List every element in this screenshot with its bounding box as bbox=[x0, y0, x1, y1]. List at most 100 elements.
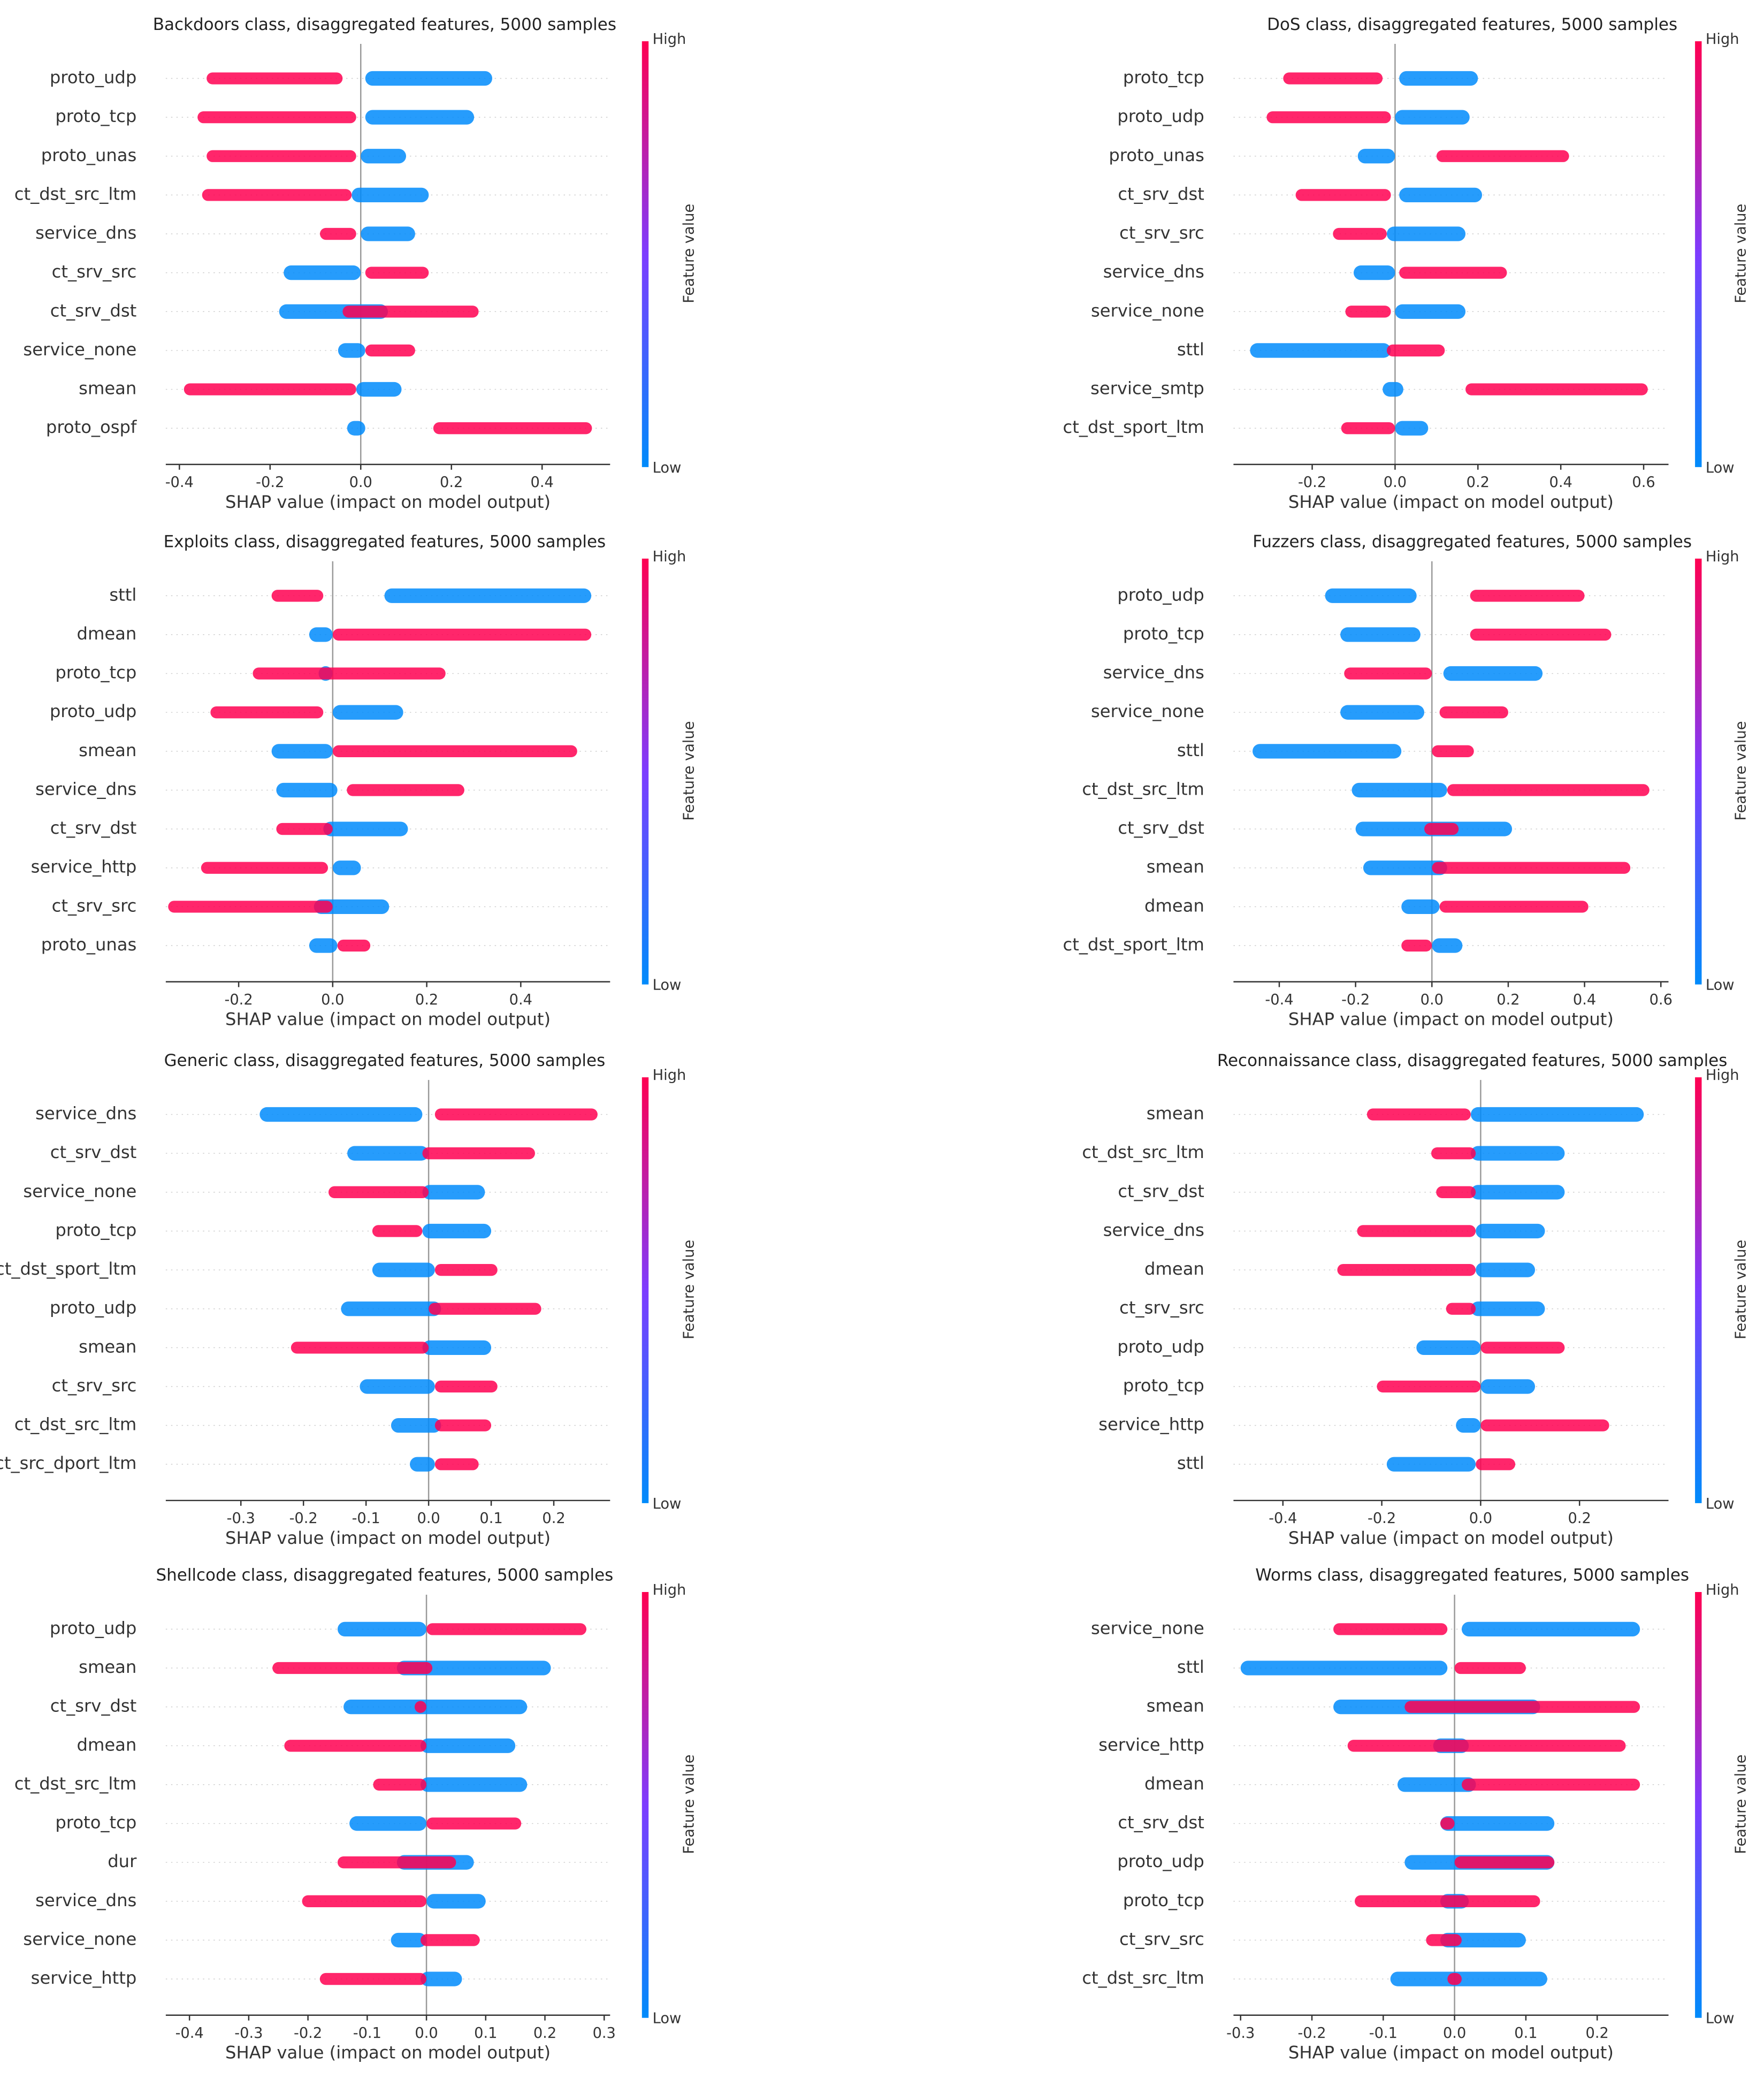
feature-label: ct_srv_dst bbox=[1118, 818, 1204, 838]
shap-spread bbox=[1295, 189, 1391, 201]
shap-spread bbox=[347, 784, 464, 796]
shap-spread bbox=[365, 71, 492, 86]
x-tick-label: -0.4 bbox=[165, 474, 194, 491]
feature-label: proto_udp bbox=[50, 1298, 136, 1318]
x-axis-label: SHAP value (impact on model output) bbox=[225, 1528, 551, 1548]
shap-spread bbox=[1340, 705, 1425, 720]
shap-spread bbox=[1253, 744, 1402, 759]
shap-spread bbox=[426, 1817, 522, 1830]
shap-spread bbox=[337, 1856, 456, 1869]
shap-spread bbox=[372, 1225, 423, 1237]
panel: Worms class, disaggregated features, 500… bbox=[1082, 1566, 1749, 2063]
panel: Generic class, disaggregated features, 5… bbox=[0, 1051, 698, 1548]
feature-label: service_dns bbox=[1103, 1220, 1204, 1240]
shap-spread bbox=[422, 1223, 492, 1239]
feature-label: ct_srv_src bbox=[1119, 223, 1204, 243]
shap-spread bbox=[361, 149, 406, 164]
x-tick-label: 0.4 bbox=[531, 474, 554, 491]
feature-label: dmean bbox=[1144, 895, 1204, 916]
colorbar-label: Feature value bbox=[681, 721, 698, 820]
shap-spread bbox=[1476, 1262, 1536, 1277]
colorbar-high: High bbox=[653, 1582, 686, 1598]
x-tick-label: -0.2 bbox=[1297, 2025, 1326, 2042]
x-tick-label: -0.2 bbox=[1341, 992, 1370, 1008]
shap-spread bbox=[365, 344, 415, 357]
feature-label: service_dns bbox=[35, 1103, 136, 1124]
x-tick-label: 0.0 bbox=[1421, 992, 1444, 1008]
x-tick-label: -0.1 bbox=[352, 1510, 380, 1527]
colorbar bbox=[1695, 1591, 1702, 2018]
shap-spread bbox=[1432, 745, 1474, 757]
shap-spread bbox=[384, 588, 592, 603]
shap-spread bbox=[197, 111, 356, 124]
x-tick-label: -0.1 bbox=[1369, 2025, 1398, 2042]
x-axis-label: SHAP value (impact on model output) bbox=[225, 1009, 551, 1030]
colorbar-high: High bbox=[1706, 1067, 1739, 1084]
colorbar-low: Low bbox=[653, 2011, 682, 2027]
shap-spread bbox=[391, 1418, 441, 1433]
feature-label: service_none bbox=[23, 1929, 136, 1949]
shap-spread bbox=[426, 1623, 587, 1635]
shap-spread bbox=[1454, 1856, 1555, 1869]
colorbar bbox=[642, 1077, 649, 1503]
feature-label: ct_srv_dst bbox=[50, 818, 137, 838]
shap-spread bbox=[1399, 187, 1483, 203]
shap-spread bbox=[1325, 588, 1417, 603]
shap-spread bbox=[352, 187, 429, 203]
shap-spread bbox=[1345, 306, 1391, 318]
feature-label: proto_udp bbox=[1117, 1336, 1204, 1357]
shap-spread bbox=[338, 343, 365, 358]
feature-label: ct_dst_src_ltm bbox=[14, 184, 137, 204]
panel-title: Reconnaissance class, disaggregated feat… bbox=[1217, 1051, 1728, 1070]
shap-spread bbox=[422, 1185, 485, 1200]
colorbar-low: Low bbox=[1706, 1496, 1735, 1512]
x-tick-label: -0.4 bbox=[1265, 992, 1293, 1008]
feature-label: proto_tcp bbox=[55, 662, 136, 683]
shap-spread bbox=[343, 1700, 528, 1715]
shap-spread bbox=[309, 938, 338, 953]
feature-label: service_none bbox=[1091, 300, 1204, 321]
shap-spread bbox=[202, 189, 352, 201]
shap-spread bbox=[1283, 72, 1383, 85]
colorbar-label: Feature value bbox=[1732, 1755, 1749, 1854]
feature-label: smean bbox=[1147, 1696, 1204, 1716]
feature-label: service_dns bbox=[35, 779, 136, 799]
shap-spread bbox=[1432, 938, 1463, 953]
shap-spread bbox=[1347, 1740, 1626, 1752]
colorbar-label: Feature value bbox=[1732, 204, 1749, 303]
shap-spread bbox=[414, 1701, 427, 1713]
feature-label: service_dns bbox=[1103, 262, 1204, 282]
feature-label: proto_unas bbox=[41, 934, 137, 955]
shap-spread bbox=[365, 266, 429, 279]
x-tick-label: -0.3 bbox=[1226, 2025, 1255, 2042]
colorbar bbox=[642, 41, 649, 467]
feature-label: service_none bbox=[23, 1181, 136, 1201]
feature-label: ct_dst_src_ltm bbox=[1082, 1142, 1204, 1162]
colorbar-label: Feature value bbox=[681, 1240, 698, 1339]
feature-label: ct_dst_src_ltm bbox=[1082, 779, 1204, 799]
shap-spread bbox=[342, 306, 479, 318]
x-tick-label: 0.2 bbox=[1496, 992, 1519, 1008]
shap-spread bbox=[1377, 1380, 1481, 1393]
shap-spread bbox=[365, 110, 475, 125]
shap-spread bbox=[253, 667, 446, 680]
shap-spread bbox=[1431, 1147, 1476, 1160]
shap-spread bbox=[410, 1457, 435, 1472]
shap-spread bbox=[1440, 1816, 1555, 1831]
feature-label: ct_dst_sport_ltm bbox=[0, 1259, 136, 1279]
x-tick-label: -0.2 bbox=[289, 1510, 318, 1527]
shap-spread bbox=[1436, 1186, 1476, 1198]
shap-spread bbox=[1480, 1342, 1565, 1354]
feature-label: smean bbox=[79, 1336, 136, 1357]
shap-spread bbox=[1333, 227, 1387, 240]
x-tick-label: 0.4 bbox=[1573, 992, 1596, 1008]
panel: Shellcode class, disaggregated features,… bbox=[14, 1566, 698, 2063]
panel-title: Shellcode class, disaggregated features,… bbox=[156, 1566, 613, 1585]
x-tick-label: 0.1 bbox=[474, 2025, 497, 2042]
shap-spread bbox=[1401, 939, 1432, 952]
feature-label: ct_srv_src bbox=[52, 1375, 137, 1396]
shap-spread bbox=[1480, 1379, 1536, 1394]
x-tick-label: 0.2 bbox=[440, 474, 463, 491]
x-tick-label: 0.2 bbox=[542, 1510, 565, 1527]
shap-spread bbox=[1340, 627, 1421, 642]
